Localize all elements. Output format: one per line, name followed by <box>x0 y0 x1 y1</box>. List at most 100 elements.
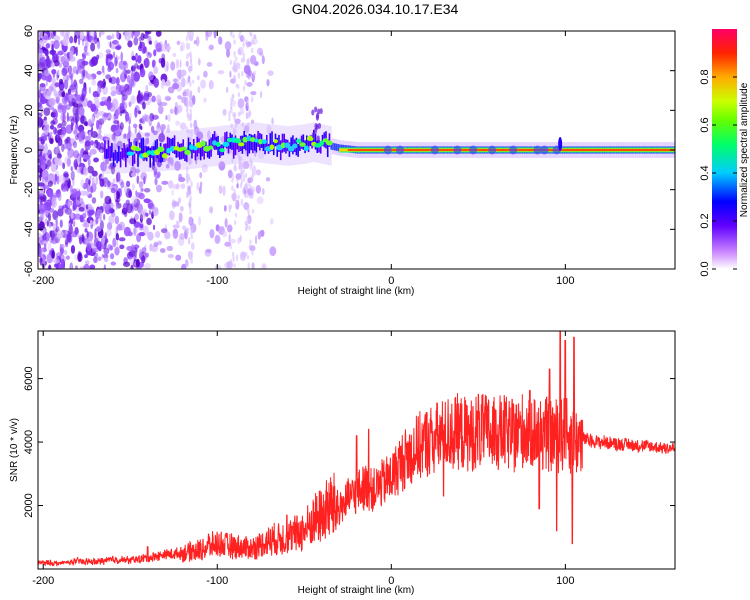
spectrogram-speckle-blob <box>48 105 55 111</box>
spectrogram-speckle-blob <box>133 202 139 212</box>
spectrogram-streak-blob <box>239 31 242 34</box>
spectrogram-streak-blob <box>186 190 190 198</box>
spectrogram-speckle-blob <box>101 96 108 102</box>
spectrogram-speckle-blob <box>66 74 69 85</box>
spectrogram-speckle-blob <box>38 120 42 129</box>
spectrogram-speckle-blob <box>130 71 135 82</box>
spectrogram-speckle-blob <box>191 242 195 251</box>
spectrogram-speckle-blob <box>71 188 78 198</box>
spectrogram-streak-blob <box>249 157 252 165</box>
ridge-bump <box>533 145 542 155</box>
ridge-bump-high <box>558 137 563 152</box>
spectrogram-speckle-blob <box>152 130 158 136</box>
spectrogram-speckle-blob <box>226 49 231 58</box>
spectrogram-speckle-blob <box>45 62 53 68</box>
spectrogram-speckle-blob <box>93 96 100 102</box>
spectrogram-speckle-blob <box>66 232 72 243</box>
spectrogram-speckle-blob <box>87 118 92 127</box>
spectrogram-speckle-blob <box>206 62 213 67</box>
spectrogram-speckle-blob <box>87 165 94 174</box>
spectrogram-speckle-blob <box>63 249 68 256</box>
spectrogram-speckle-blob <box>253 70 257 76</box>
spectrogram-speckle-blob <box>44 184 50 190</box>
spectrogram-streak-blob <box>235 56 238 62</box>
spectrogram-streak-blob <box>190 123 193 128</box>
spectrogram-speckle-blob <box>92 247 99 253</box>
spectrogram-speckle-blob <box>208 44 214 51</box>
spectrogram-speckle-blob <box>43 125 50 135</box>
colorbar-tick-label: 0.4 <box>699 165 711 180</box>
colorbar-tick-label: 0.8 <box>699 69 711 84</box>
spectrogram-speckle-blob <box>68 93 74 103</box>
spectrogram-streak-blob <box>189 208 192 215</box>
ridge-body <box>321 134 324 146</box>
spectrogram-streak-blob <box>230 194 234 199</box>
spectrogram-speckle-blob <box>99 214 102 223</box>
spectrogram-speckle-blob <box>224 217 228 228</box>
spectrogram-speckle-blob <box>256 196 264 205</box>
spectrogram-streak-blob <box>190 128 193 137</box>
spectrogram-speckle-blob <box>85 204 89 210</box>
spectrogram-speckle-blob <box>178 69 182 81</box>
ridge-spike-blob <box>314 123 318 130</box>
spectrogram-speckle-blob <box>147 199 154 209</box>
spectrogram-streak-blob <box>239 234 242 242</box>
spectrogram-speckle-blob <box>179 205 184 212</box>
spectrogram-speckle-blob <box>148 119 153 127</box>
spectrogram-speckle-blob <box>131 195 138 205</box>
spectrogram-speckle-blob <box>259 52 264 57</box>
spectrogram-speckle-blob <box>129 80 132 89</box>
spectrogram-speckle-blob <box>91 126 94 133</box>
spectrogram-speckle-blob <box>139 68 146 78</box>
spectrogram-speckle-blob <box>115 191 121 200</box>
spectrogram-speckle-blob <box>104 232 107 241</box>
spectrogram-speckle-blob <box>61 91 66 98</box>
spectrogram-speckle-blob <box>83 166 89 176</box>
spectrogram-speckle-blob <box>86 250 93 256</box>
spectrogram-speckle-blob <box>61 31 68 38</box>
spectrogram-speckle-blob <box>38 89 42 99</box>
ridge-core-blob <box>189 144 194 151</box>
spectrogram-streak-blob <box>251 208 255 214</box>
spectrogram-speckle-blob <box>42 35 50 41</box>
spectrogram-speckle-blob <box>228 233 231 243</box>
spectrogram-streak-blob <box>238 33 241 40</box>
spectrogram-streak-blob <box>242 36 245 42</box>
spectrogram-speckle-blob <box>66 112 69 123</box>
spectrogram-streak-blob <box>230 31 233 34</box>
ridge-body <box>114 149 117 161</box>
spectrogram-speckle-blob <box>81 233 85 243</box>
spectrogram-speckle-blob <box>51 43 54 54</box>
colorbar-axis: 0.0 0.2 0.4 0.6 0.8 <box>699 69 737 277</box>
spectrogram-speckle-blob <box>106 35 112 41</box>
spectrogram-speckle-blob <box>199 181 203 189</box>
spectrogram-speckle-blob <box>38 116 43 127</box>
ridge-spike-blob <box>311 132 315 139</box>
spectrogram-streak-blob <box>233 263 236 268</box>
spectrogram-streak-blob <box>237 72 241 79</box>
spectrogram-speckle-blob <box>109 41 112 49</box>
snr-y-axis: 2000 4000 6000 <box>23 366 675 518</box>
spectrogram-speckle-blob <box>97 256 102 262</box>
ridge-core-blob <box>222 141 230 147</box>
spectrogram-speckle-blob <box>180 96 186 104</box>
spectrogram-speckle-blob <box>51 69 57 75</box>
ridge-body <box>248 133 251 154</box>
ridge-spike-blob <box>315 114 320 121</box>
spectrogram-speckle-blob <box>66 157 71 167</box>
ridge-body <box>125 148 127 168</box>
spectrogram-speckle-blob <box>89 175 92 181</box>
spectrogram-speckle-blob <box>59 219 63 228</box>
spectrogram-speckle-blob <box>88 86 91 94</box>
ridge-halo <box>338 139 341 156</box>
ridge-body <box>314 133 317 150</box>
spectrogram-streak-blob <box>244 172 248 179</box>
spectrogram-speckle-blob <box>93 256 98 264</box>
spectrogram-speckle-blob <box>110 90 117 97</box>
spectrogram-speckle-blob <box>61 67 68 77</box>
spectrogram-speckle-blob <box>55 91 61 100</box>
spectrogram-speckle-blob <box>39 210 45 221</box>
snr-x-tick-label: 0 <box>388 575 394 587</box>
ridge-core-blob <box>306 135 314 142</box>
spectrogram-speckle-blob <box>88 131 92 140</box>
